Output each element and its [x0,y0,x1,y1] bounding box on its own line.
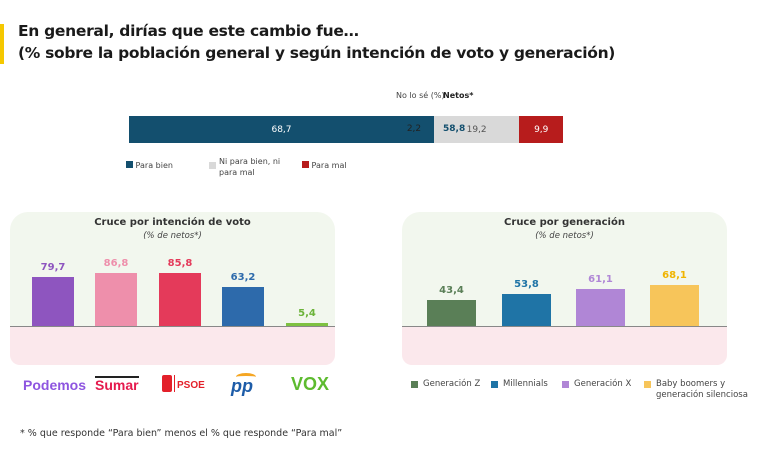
vox-logo: VOX [291,374,330,394]
legend-swatch [411,381,418,388]
bar-podemos [32,276,74,326]
segment-ni-para-bien-ni-para-mal: 19,2 [434,116,520,143]
title-line-2: (% sobre la población general y según in… [18,44,616,62]
data-label: 43,4 [439,284,464,296]
legend-para-bien: Para bien [126,160,173,171]
segment-para-mal: 9,9 [519,116,564,143]
pp-logo: pp [231,376,253,396]
bar-millennials [502,293,551,326]
legend-generacion-z: Generación Z [411,379,480,390]
sumar-logo: Sumar [95,376,139,393]
legend-label: Millennials [503,379,548,389]
legend-swatch [491,381,498,388]
legend-label: Baby boomers y generación silenciosa [656,379,748,400]
segment-para-bien: 68,7 [129,116,435,143]
bar-vox [286,322,328,326]
legend-generacion-x: Generación X [562,379,631,390]
data-label: 61,1 [588,274,613,286]
footnote: * % que responde “Para bien” menos el % … [20,428,343,439]
data-label: 63,2 [230,272,256,284]
header-no-lo-se: No lo sé (%) [396,91,445,100]
legend-label: Ni para bien, ni para mal [219,157,281,177]
bar-generaci-n-z [427,299,476,326]
segment-label: 19,2 [466,124,487,135]
bar-psoe [159,273,201,326]
generation-panel-negative-area [402,327,727,365]
legend-label: Para mal [311,161,347,170]
psoe-rose-icon [162,375,172,392]
bar-generaci-n-x [576,289,625,326]
vote-axis-baseline [10,326,335,327]
legend-ni-ni: Ni para bien, ni para mal [209,156,294,178]
legend-millennials: Millennials [491,379,548,390]
legend-baby-boomers: Baby boomers y generación silenciosa [644,379,756,401]
segment-label: 68,7 [271,124,292,135]
data-label: 53,8 [514,278,539,290]
bar-baby-boomers-y-generaci-n-silenciosa [650,285,699,326]
vote-panel-negative-area [10,327,335,365]
data-label: 85,8 [167,258,193,270]
vote-chart-title: Cruce por intención de voto [94,217,251,228]
legend-swatch [644,381,651,388]
title-line-1: En general, dirías que este cambio fue… [18,22,359,40]
data-label: 86,8 [103,257,129,269]
generation-axis-baseline [402,326,727,327]
data-label: 68,1 [662,270,687,282]
data-label: 5,4 [298,307,316,319]
podemos-logo: Podemos [23,377,87,393]
generation-chart-subtitle: (% de netos*) [535,231,594,241]
netos-value: 58,8 [443,124,466,134]
data-label: 79,7 [40,261,66,273]
legend-swatch [562,381,569,388]
accent-bar [0,24,4,64]
header-netos: Netos* [443,91,474,100]
legend-swatch [209,162,216,169]
no-lo-se-value: 2,2 [406,124,422,134]
bar-pp [222,287,264,326]
segment-label: 9,9 [534,124,549,135]
psoe-logo: PSOE [177,380,205,391]
legend-label: Generación Z [423,379,481,389]
legend-label: Para bien [135,161,173,170]
vote-chart-subtitle: (% de netos*) [143,231,202,241]
legend-swatch [302,161,309,168]
legend-label: Generación X [574,379,632,389]
generation-chart-title: Cruce por generación [504,217,625,228]
legend-swatch [126,161,133,168]
pp-gull-icon [236,373,256,381]
bar-sumar [95,272,137,326]
legend-para-mal: Para mal [302,160,347,171]
